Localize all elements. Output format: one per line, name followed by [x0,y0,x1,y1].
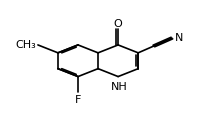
Text: F: F [74,95,81,105]
Text: N: N [174,33,182,43]
Text: CH₃: CH₃ [15,40,36,50]
Text: NH: NH [111,82,128,92]
Text: O: O [113,19,122,29]
